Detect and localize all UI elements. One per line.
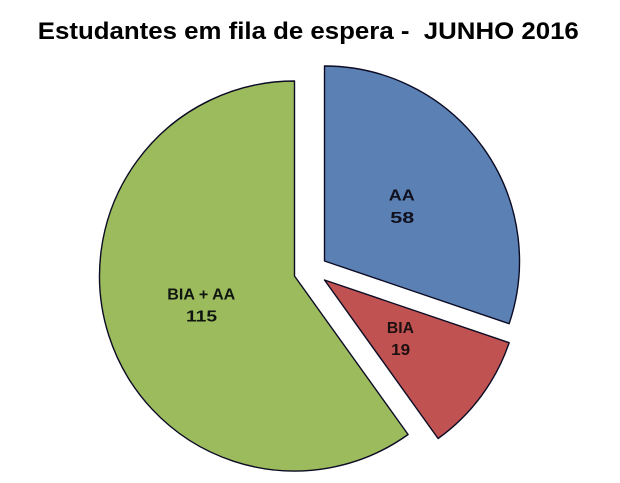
svg-text:19: 19 bbox=[391, 342, 410, 359]
svg-text:Estudantes em fila de espera -: Estudantes em fila de espera - JUNHO 201… bbox=[38, 18, 579, 45]
svg-text:BIA: BIA bbox=[387, 320, 414, 337]
svg-text:58: 58 bbox=[390, 210, 414, 227]
svg-text:AA: AA bbox=[389, 188, 416, 205]
svg-text:115: 115 bbox=[186, 309, 217, 326]
svg-text:BIA + AA: BIA + AA bbox=[167, 287, 235, 304]
